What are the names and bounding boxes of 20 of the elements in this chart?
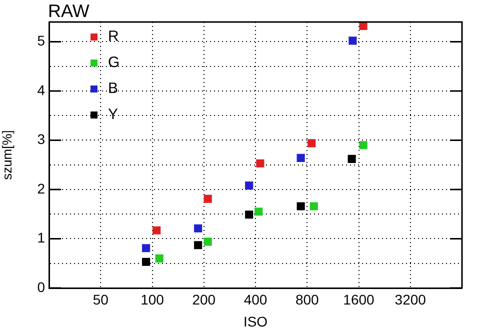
chart-title: RAW [48, 1, 90, 21]
x-tick-label: 400 [244, 291, 268, 308]
x-axis-title: ISO [243, 313, 268, 330]
x-tick-label: 50 [92, 291, 109, 308]
legend-label: G [108, 54, 120, 72]
x-tick-label: 800 [295, 291, 320, 308]
x-tick-label: 100 [140, 291, 164, 308]
legend-label: Y [108, 106, 118, 124]
y-axis-title: szum[%] [0, 130, 14, 180]
y-tick-label: 2 [37, 180, 46, 196]
legend-label: R [108, 28, 119, 46]
y-tick-label: 1 [37, 230, 46, 246]
x-tick-label: 3200 [394, 291, 426, 308]
x-tick-label: 1600 [343, 291, 375, 308]
y-tick-label: 5 [37, 32, 46, 49]
legend-label: B [108, 80, 118, 98]
x-tick-label: 200 [192, 291, 216, 308]
y-tick-label: 4 [37, 82, 46, 98]
y-tick-label: 0 [37, 278, 46, 295]
y-tick-label: 3 [37, 131, 46, 148]
